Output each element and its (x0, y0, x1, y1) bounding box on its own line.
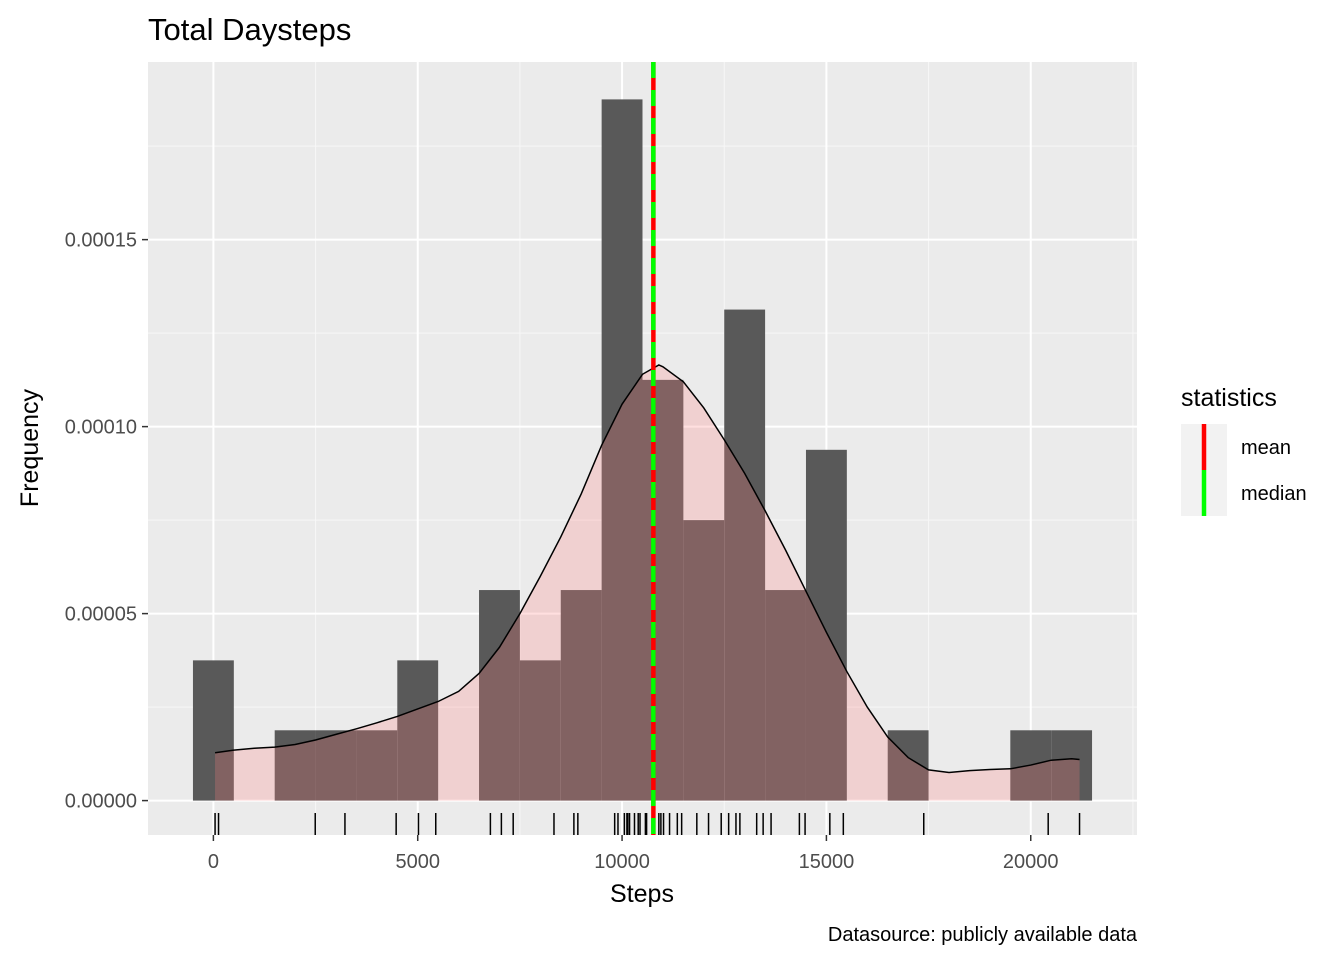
histogram-bar (1051, 730, 1093, 801)
histogram-bar (765, 590, 806, 801)
histogram-bar (356, 730, 398, 801)
histogram-bar (192, 660, 234, 801)
legend-entries: mean median (1181, 424, 1307, 516)
chart-title: Total Daysteps (148, 12, 351, 47)
y-tick-label: 0.00015 (65, 230, 137, 252)
legend-label: mean (1241, 437, 1291, 459)
histogram-bar (560, 590, 602, 801)
legend-title: statistics (1181, 384, 1277, 412)
histogram-bar (315, 730, 357, 801)
x-tick-label: 20000 (1003, 851, 1059, 873)
chart-caption: Datasource: publicly available data (828, 924, 1138, 946)
histogram-bar (519, 660, 561, 801)
legend-label: median (1241, 483, 1307, 505)
x-tick-label: 0 (208, 851, 219, 873)
x-axis-title: Steps (610, 880, 674, 908)
density-curve (214, 364, 1080, 801)
density-line (214, 364, 1080, 774)
y-tick-label: 0.00005 (65, 604, 137, 626)
y-tick-label: 0.00010 (65, 417, 137, 439)
x-tick-label: 5000 (395, 851, 440, 873)
density-area (215, 364, 1080, 801)
histogram-bars (192, 99, 1093, 801)
rug-marks (214, 813, 1081, 835)
y-axis-title: Frequency (16, 388, 44, 507)
histogram-bar (724, 309, 766, 801)
y-tick-label: 0.00000 (65, 791, 137, 813)
histogram-bar (642, 379, 684, 801)
histogram-bar (397, 660, 439, 801)
histogram-bar (601, 99, 643, 801)
x-tick-label: 10000 (594, 851, 650, 873)
histogram-bar (683, 520, 725, 801)
legend: statistics mean median (1181, 384, 1307, 516)
histogram-bar (805, 449, 847, 801)
x-tick-label: 15000 (799, 851, 855, 873)
y-axis: 0.00000 0.00005 0.00010 0.00015 (65, 230, 148, 813)
x-axis: 0 5000 10000 15000 20000 (208, 835, 1059, 873)
